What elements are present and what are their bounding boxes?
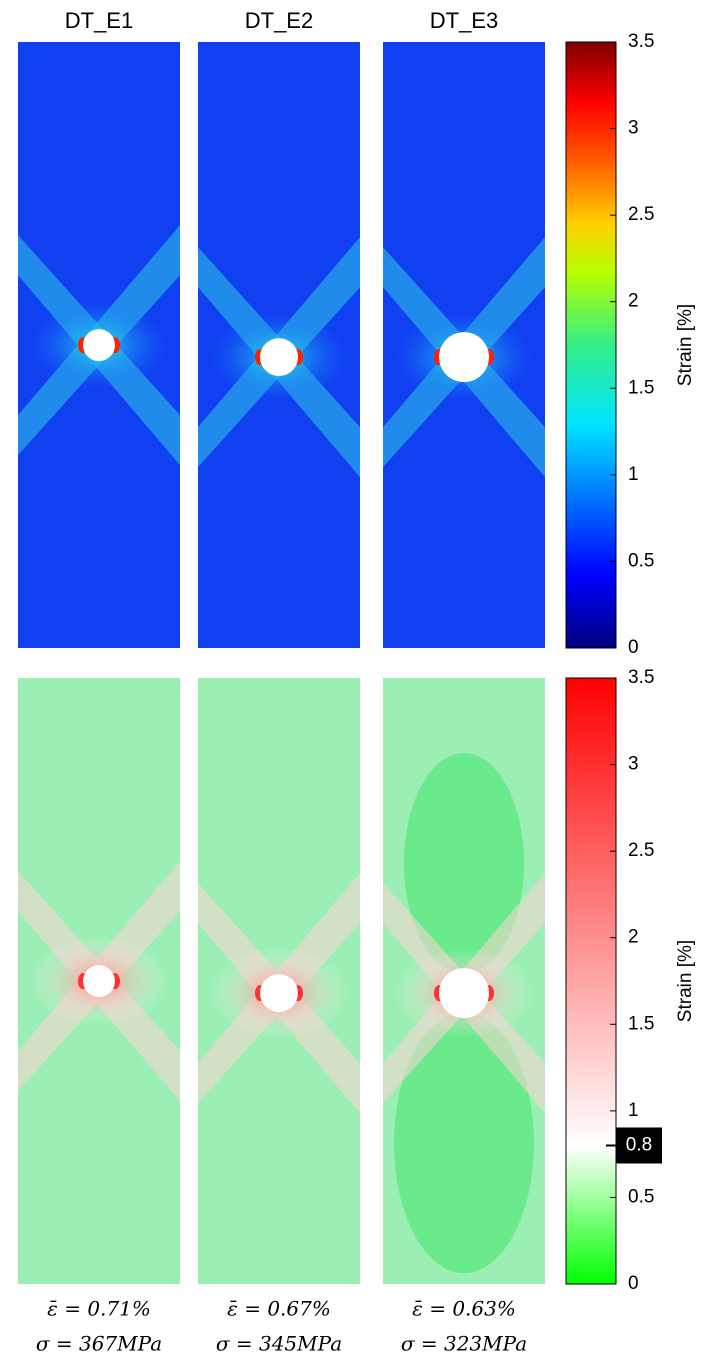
tick-label: 2	[628, 927, 639, 948]
column-title: DT_E1	[65, 8, 133, 33]
tick-label: 3.5	[628, 31, 654, 52]
stress-caption: σ = 345MPa	[216, 1332, 342, 1356]
column-title: DT_E2	[245, 8, 313, 33]
hole	[439, 968, 489, 1019]
colorbar	[565, 41, 617, 649]
strain-caption: ε̄ = 0.71%	[47, 1297, 151, 1321]
tick-label: 0.5	[628, 1186, 654, 1207]
tick-label: 3	[628, 754, 639, 775]
hole	[83, 965, 115, 998]
tick-label: 2.5	[628, 204, 654, 225]
hole	[260, 338, 298, 377]
tick-label: 0	[628, 637, 639, 658]
tick-label: 1.5	[628, 1013, 654, 1034]
column-title: DT_E3	[430, 8, 498, 33]
strain-caption: ε̄ = 0.67%	[227, 1297, 331, 1321]
hole	[439, 332, 489, 383]
tick-label: 1.5	[628, 377, 654, 398]
marker-box	[616, 1127, 662, 1164]
strain-caption: ε̄ = 0.63%	[412, 1297, 516, 1321]
stress-caption: σ = 323MPa	[401, 1332, 527, 1356]
colorbar-label: Strain [%]	[675, 304, 696, 386]
low-strain-region	[394, 1013, 534, 1274]
hole	[260, 974, 298, 1013]
tick-label: 1	[628, 464, 639, 485]
tick-label: 2.5	[628, 840, 654, 861]
tick-label: 1	[628, 1100, 639, 1121]
tick-label: 3	[628, 118, 639, 139]
tick-label: 0.5	[628, 550, 654, 571]
tick-label: 3.5	[628, 667, 654, 688]
low-strain-region	[404, 753, 524, 974]
colorbar-label: Strain [%]	[675, 940, 696, 1022]
colorbar	[565, 677, 617, 1285]
hole	[83, 329, 115, 362]
marker-label: 0.8	[626, 1135, 652, 1156]
tick-label: 0	[628, 1273, 639, 1294]
tick-label: 2	[628, 291, 639, 312]
stress-caption: σ = 367MPa	[36, 1332, 162, 1356]
